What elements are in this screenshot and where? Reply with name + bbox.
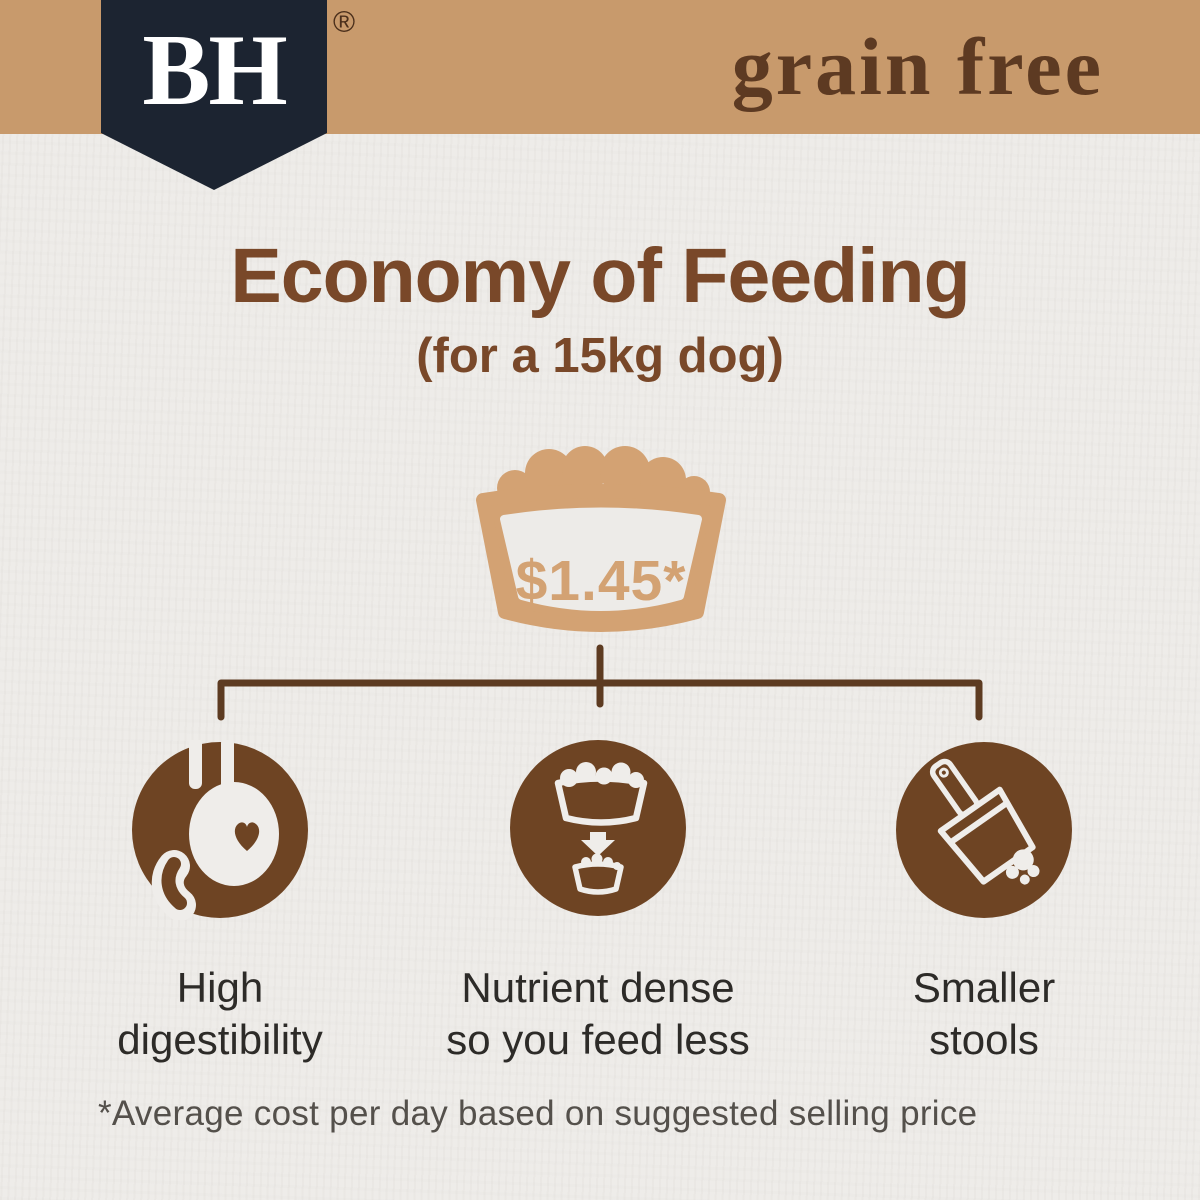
benefit-label-nutrient-dense: Nutrient dense so you feed less xyxy=(388,962,808,1066)
benefit-line: High xyxy=(176,964,264,1011)
daily-cost-value: $1.45* xyxy=(515,549,687,613)
benefit-line: Nutrient dense xyxy=(461,964,735,1011)
stomach-heart-icon xyxy=(132,740,308,920)
benefit-line: so you feed less xyxy=(446,1016,750,1064)
poop-scoop-icon xyxy=(896,742,1072,918)
tagline: grain free xyxy=(731,21,1104,112)
logo-text: BH xyxy=(142,13,287,127)
dog-bowl-with-kibble-icon xyxy=(476,446,726,632)
page-title: Economy of Feeding xyxy=(230,233,970,319)
benefit-label-high-digestibility: High digestibility xyxy=(10,962,430,1066)
registered-trademark-icon: ® xyxy=(333,6,356,39)
page-subtitle: (for a 15kg dog) xyxy=(416,329,784,383)
benefit-line: digestibility xyxy=(117,1016,323,1064)
footnote: *Average cost per day based on suggested… xyxy=(98,1094,978,1133)
bowl-portion-reduce-icon xyxy=(510,740,686,916)
benefit-label-smaller-stools: Smaller stools xyxy=(774,962,1194,1066)
benefit-line: stools xyxy=(929,1016,1039,1064)
benefit-line: Smaller xyxy=(912,964,1056,1011)
